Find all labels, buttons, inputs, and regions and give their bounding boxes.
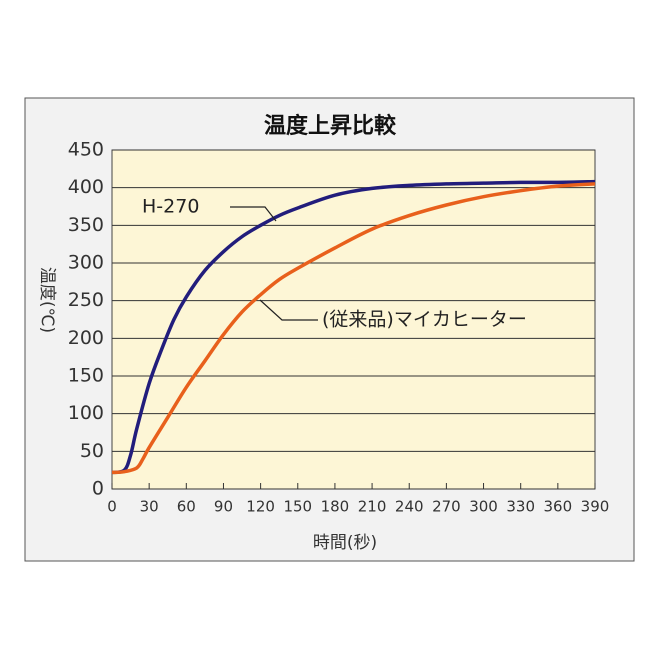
x-tick-label: 30 <box>140 498 159 516</box>
x-tick-label: 390 <box>581 498 610 516</box>
series-label: H-270 <box>142 196 199 218</box>
y-tick-label: 0 <box>92 478 104 500</box>
x-tick-label: 360 <box>544 498 573 516</box>
x-tick-label: 120 <box>246 498 275 516</box>
y-tick-label: 200 <box>68 327 104 349</box>
x-tick-label: 240 <box>395 498 424 516</box>
y-tick-label: 450 <box>68 139 104 161</box>
x-tick-label: 330 <box>506 498 535 516</box>
y-tick-label: 300 <box>68 252 104 274</box>
x-tick-label: 300 <box>469 498 498 516</box>
y-tick-label: 50 <box>80 440 104 462</box>
y-tick-label: 400 <box>68 176 104 198</box>
chart-title: 温度上昇比較 <box>264 113 397 139</box>
y-tick-label: 350 <box>68 214 104 236</box>
leader-line <box>230 206 277 222</box>
x-tick-label: 270 <box>432 498 461 516</box>
series-label: (従来品)マイカヒーター <box>322 309 527 331</box>
x-tick-label: 90 <box>214 498 233 516</box>
x-tick-label: 0 <box>107 498 117 516</box>
x-axis-label: 時間(秒) <box>313 533 377 553</box>
plot-area <box>111 149 596 490</box>
y-tick-label: 100 <box>68 402 104 424</box>
y-tick-label: 250 <box>68 289 104 311</box>
x-tick-label: 210 <box>358 498 387 516</box>
x-tick-label: 60 <box>177 498 196 516</box>
x-tick-label: 180 <box>321 498 350 516</box>
x-tick-label: 150 <box>283 498 312 516</box>
y-axis-label: 温度(℃) <box>37 267 57 333</box>
leader-line <box>259 299 318 321</box>
y-tick-label: 150 <box>68 365 104 387</box>
line-series <box>111 179 596 475</box>
line-series <box>111 182 596 475</box>
